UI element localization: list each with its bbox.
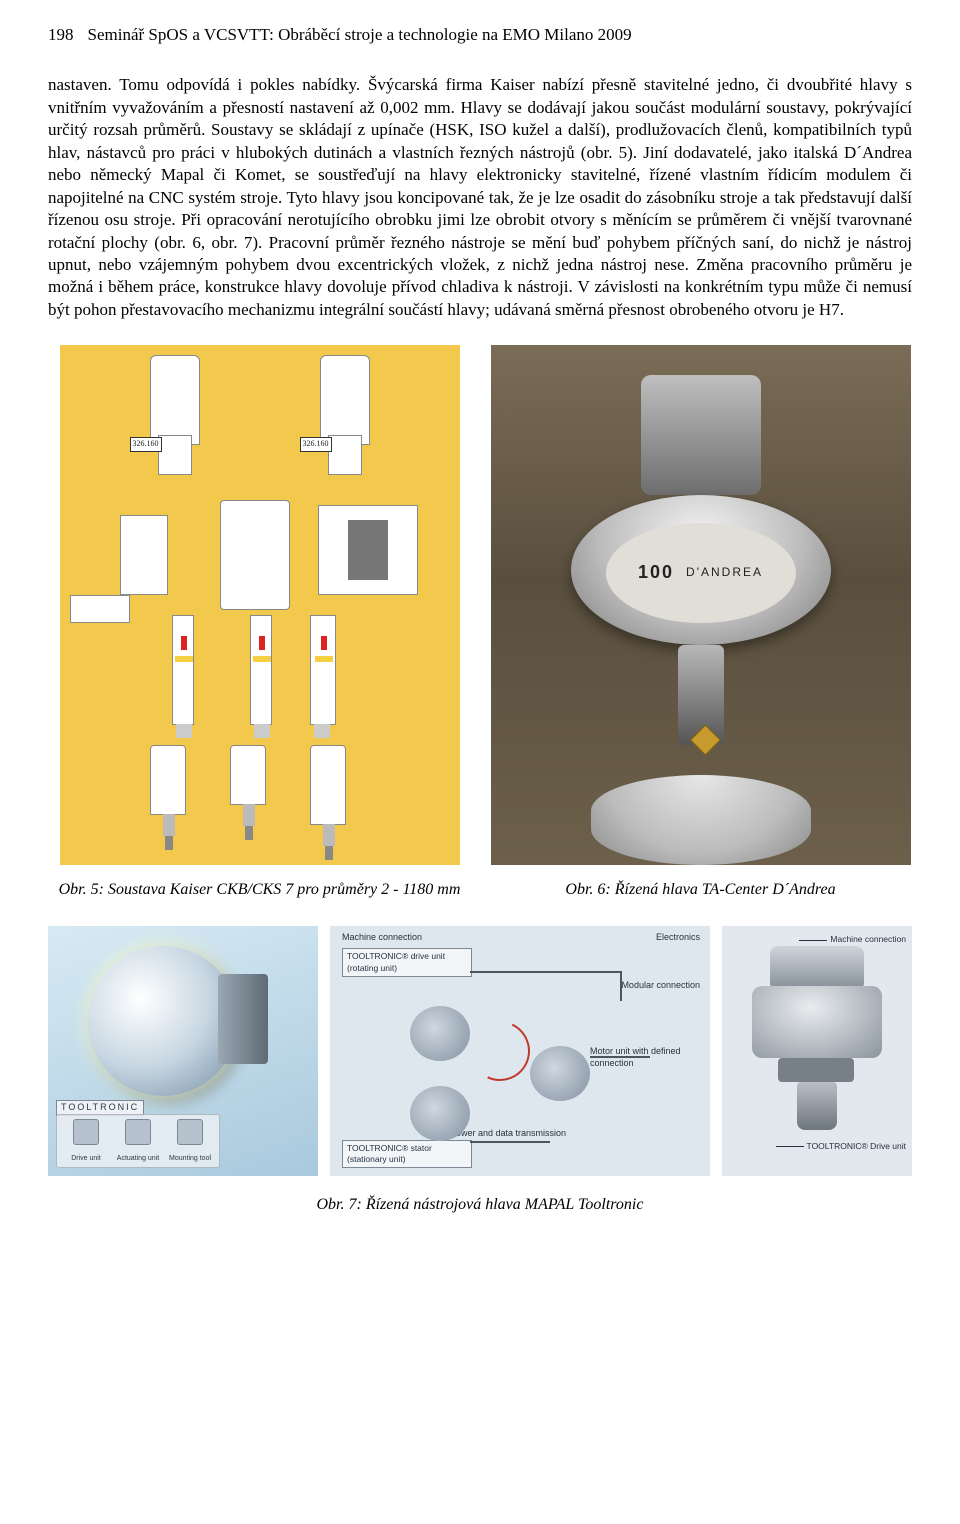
motor-node [530,1046,590,1101]
figure-6: 100 D'ANDREA Obr. 6: Řízená hlava TA-Cen… [489,345,912,900]
fig7-panel-render: TOOLTRONIC Drive unit Actuating unit Mou… [48,926,318,1176]
label-machine-connection: Machine connection [342,932,422,944]
figure-7: TOOLTRONIC Drive unit Actuating unit Mou… [48,926,912,1215]
head-face-label: 100 D'ANDREA [606,523,796,623]
side-cap [770,946,864,986]
face-label-100: 100 [638,561,674,585]
figure-row-5-6: 326.160 326.160 Obr. 5: Soustava Kaiser … [48,345,912,900]
figure-5-image: 326.160 326.160 [48,345,471,865]
drill-2 [230,745,266,805]
legend-label: Actuating unit [117,1154,159,1163]
legend-label: Drive unit [71,1154,101,1163]
legend-item: Mounting tool [167,1119,213,1163]
module-left [120,515,168,595]
running-title: Seminář SpOS a VCSVTT: Obráběcí stroje a… [88,24,632,46]
tooltronic-mount-render [218,974,268,1064]
block-stator: TOOLTRONIC® stator (stationary unit) [342,1140,472,1168]
shaft-3 [310,615,336,725]
tooltronic-legend: Drive unit Actuating unit Mounting tool [56,1114,220,1168]
wire1v [620,971,622,1001]
figure-6-image: 100 D'ANDREA [489,345,912,865]
holder-top-right [320,355,370,445]
drive-unit-node [410,1006,470,1061]
extension-left [70,595,130,623]
kaiser-diagram: 326.160 326.160 [60,345,460,865]
figure-7-caption: Obr. 7: Řízená nástrojová hlava MAPAL To… [48,1194,912,1215]
body-paragraph: nastaven. Tomu odpovídá i pokles nabídky… [48,74,912,321]
figure-6-caption: Obr. 6: Řízená hlava TA-Center D´Andrea [565,879,835,900]
face-label-brand: D'ANDREA [686,565,763,581]
side-stub [797,1082,837,1130]
figure-7-image: TOOLTRONIC Drive unit Actuating unit Mou… [48,926,912,1176]
label-motor-unit: Motor unit with defined connection [590,1046,700,1070]
fig7-panel-side: Machine connection TOOLTRONIC® Drive uni… [722,926,912,1176]
legend-item: Drive unit [63,1119,109,1163]
tag-left: 326.160 [130,437,162,452]
shaft-1 [172,615,194,725]
label-modular-connection: Modular connection [621,980,700,992]
holder-top-right-shank [328,435,362,475]
ptr-drive-unit: TOOLTRONIC® Drive unit [773,1141,906,1152]
dandrea-photo: 100 D'ANDREA [491,345,911,865]
fig7-panel-schematic: Machine connection TOOLTRONIC® drive uni… [330,926,710,1176]
paragraph-text: nastaven. Tomu odpovídá i pokles nabídky… [48,74,912,321]
drill-3 [310,745,346,825]
holder-top-left [150,355,200,445]
side-body [752,986,882,1058]
holder-top-left-shank [158,435,192,475]
legend-label: Mounting tool [169,1154,211,1163]
spindle-housing [641,375,761,495]
figure-5: 326.160 326.160 Obr. 5: Soustava Kaiser … [48,345,471,900]
wire3 [470,1141,550,1143]
figure-5-caption: Obr. 5: Soustava Kaiser CKB/CKS 7 pro pr… [59,879,461,900]
tag-right: 326.160 [300,437,332,452]
module-center [220,500,290,610]
legend-item: Actuating unit [115,1119,161,1163]
label-electronics: Electronics [656,932,700,944]
side-flange [778,1058,854,1082]
module-right-dark [318,505,418,595]
tooltronic-side-assembly [742,946,892,1146]
shaft-2 [250,615,272,725]
page-number: 198 [48,24,74,46]
ptr-machine-connection: Machine connection [796,934,906,945]
workpiece-ring [591,775,811,865]
running-header: 198 Seminář SpOS a VCSVTT: Obráběcí stro… [48,24,912,46]
tooltronic-head-render [88,946,238,1096]
stator-node [410,1086,470,1141]
label-power-data: Power and data transmission [450,1128,566,1140]
transmission-arc [462,1013,539,1090]
drill-1 [150,745,186,815]
wire2 [590,1056,650,1058]
wire1 [470,971,620,973]
block-drive-unit-rotating: TOOLTRONIC® drive unit (rotating unit) [342,948,472,976]
